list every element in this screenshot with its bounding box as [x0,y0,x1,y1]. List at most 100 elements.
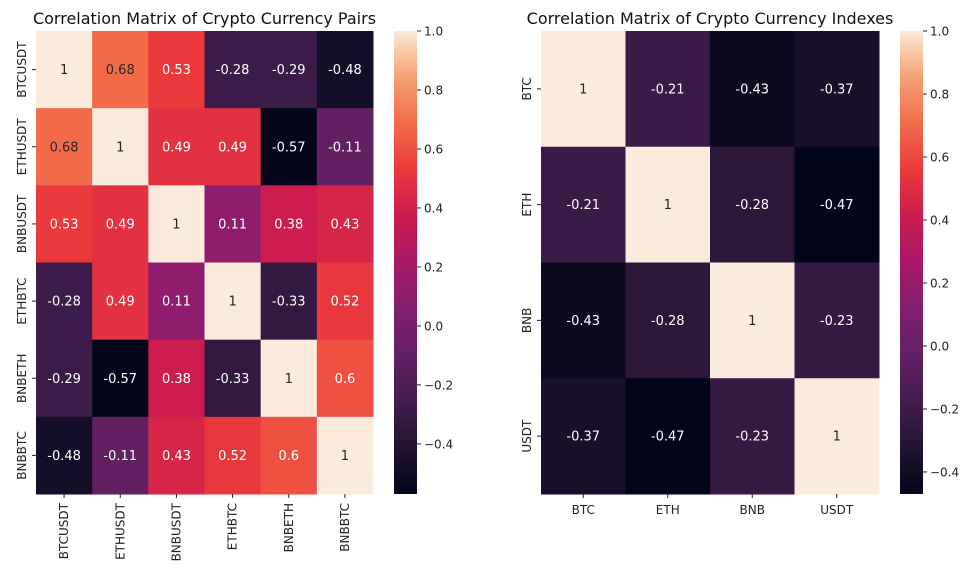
heatmap-cell [36,108,93,186]
x-tick-label: BNB [740,503,765,517]
x-tick-label: BNBETH [282,503,296,552]
cell-annotation: 0.49 [218,140,247,155]
cell-annotation: -0.47 [820,198,854,213]
heatmap-cell [260,31,318,109]
colorbar-tick-label: 0.0 [930,339,949,353]
heatmap-cell [204,262,262,341]
y-tick-label: BNBETH [15,354,29,403]
cell-annotation: 0.68 [106,63,135,78]
cell-annotation: 1 [60,63,68,78]
heatmap-cell [710,378,795,495]
cell-annotation: -0.29 [47,372,81,387]
cell-annotation: 1 [341,449,349,464]
colorbar-tick-label: 1.0 [930,25,949,39]
heatmap-cell [260,339,318,418]
heatmap-cell [260,108,318,186]
x-tick-label: BNBBTC [338,503,352,552]
colorbar [900,31,923,494]
colorbar-tick-label: 0.0 [424,319,443,333]
heatmap-cell [316,339,374,418]
cell-annotation: 0.49 [106,295,135,310]
y-tick-label: ETHUSDT [15,118,29,176]
colorbar-tick-label: 0.8 [930,87,949,101]
cell-annotation: -0.21 [651,82,685,97]
y-tick-label: ETHBTC [15,277,29,324]
heatmap-cell [316,416,374,495]
cell-annotation: -0.28 [216,63,250,78]
heatmap-cell [541,262,626,379]
heatmap-cell [204,339,262,418]
cell-annotation: 0.49 [106,217,135,232]
cell-annotation: 0.43 [330,217,359,232]
cell-annotation: -0.43 [735,82,769,97]
heatmap-cell [625,378,711,495]
cell-annotation: -0.47 [651,430,685,445]
heatmap-cell [625,262,711,379]
heatmap-cell [92,108,149,186]
heatmap-cell [36,31,93,109]
heatmap-cell [710,31,795,148]
cell-annotation: 1 [228,295,236,310]
y-tick-label: BNB [520,308,534,333]
cell-annotation: 0.52 [330,295,359,310]
chart-title: Correlation Matrix of Crypto Currency Pa… [33,9,376,28]
cell-annotation: 0.11 [218,217,247,232]
heatmap-cell [260,416,318,495]
colorbar-tick-label: 0.4 [930,213,949,227]
cell-annotation: 0.38 [162,372,191,387]
heatmap-cell [541,378,626,495]
cell-annotation: -0.48 [47,449,81,464]
heatmap-cell [92,416,149,495]
heatmap-cell [204,416,262,495]
y-tick-label: USDT [520,419,534,453]
cell-annotation: -0.28 [735,198,769,213]
cell-annotation: -0.33 [272,295,306,310]
x-tick-label: BTC [572,503,595,517]
cell-annotation: -0.29 [272,63,306,78]
heatmap-cell [148,31,205,109]
colorbar-tick-label: 0.2 [930,276,949,290]
cell-annotation: 0.38 [274,217,303,232]
cell-annotation: 1 [748,314,756,329]
cell-annotation: 1 [664,198,672,213]
heatmap-cell [794,378,880,495]
cell-annotation: -0.28 [651,314,685,329]
heatmap-cell [260,262,318,341]
heatmap-cell [92,262,149,341]
heatmap-cell [148,185,205,263]
cell-annotation: -0.33 [216,372,250,387]
heatmap-cell [92,31,149,109]
y-tick-label: BTCUSDT [15,41,29,98]
chart-title: Correlation Matrix of Crypto Currency In… [527,9,894,28]
heatmap-crypto-indexes: Correlation Matrix of Crypto Currency In… [520,9,959,517]
heatmap-cell [316,185,374,263]
cell-annotation: 0.52 [218,449,247,464]
heatmap-cell [625,146,711,263]
cell-annotation: 0.68 [50,140,79,155]
heatmap-cell [625,31,711,148]
heatmap-crypto-pairs: Correlation Matrix of Crypto Currency Pa… [15,9,453,561]
heatmap-cell [148,262,205,341]
cell-annotation: 0.11 [162,295,191,310]
cell-annotation: -0.57 [103,372,137,387]
colorbar-tick-label: 0.2 [424,260,443,274]
heatmap-cell [541,146,626,263]
cell-annotation: 1 [172,217,180,232]
cell-annotation: 0.6 [278,449,299,464]
cell-annotation: -0.11 [328,140,362,155]
cell-annotation: 1 [579,82,587,97]
cell-annotation: 1 [285,372,293,387]
heatmap-cell [316,262,374,341]
colorbar [394,31,417,494]
cell-annotation: -0.23 [735,430,769,445]
heatmap-cell [36,185,93,263]
colorbar-tick-label: −0.2 [930,402,959,416]
cell-annotation: -0.48 [328,63,362,78]
cell-annotation: -0.28 [47,295,81,310]
colorbar-tick-label: 0.4 [424,201,443,215]
y-tick-label: BNBUSDT [15,194,29,253]
y-tick-label: BNBBTC [15,431,29,480]
heatmap-cell [204,31,262,109]
cell-annotation: -0.37 [566,430,600,445]
heatmap-cell [316,31,374,109]
